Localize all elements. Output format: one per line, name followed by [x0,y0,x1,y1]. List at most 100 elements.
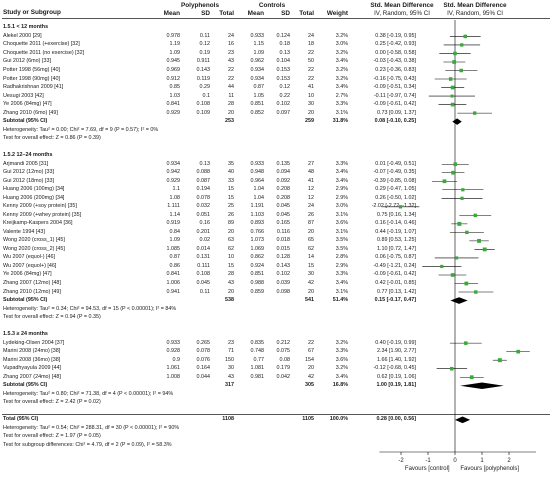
cell-m1: 0.978 [166,32,181,39]
cell-n2: 30 [308,271,314,278]
cell-w: 3.3% [335,271,348,278]
cell-ci: 0.15 [-0.17, 0.47] [374,297,416,304]
cell-w: 2.9% [335,262,348,269]
cell-m2: 0.835 [250,339,265,346]
cell-n2: 22 [308,75,314,82]
cell-ci: -0.39 [-0.85, 0.08] [373,177,416,184]
cell-n1: 20 [228,288,234,295]
study-name: Gui 2012 (12mo) [33] [3,169,54,176]
study-name: Potter 1998 (90mg) [40] [3,75,60,82]
study-header: Study or Subgroup [3,9,61,16]
cell-n2: 42 [308,280,314,286]
study-square [457,221,462,226]
total1-header: Total [219,10,234,17]
cell-n2: 48 [308,169,314,176]
cell-w: 3.5% [335,245,348,252]
cell-n2: 41 [308,84,314,91]
cell-n1: 30 [228,365,234,372]
study-square [453,51,457,56]
cell-m2: 0.933 [250,32,265,39]
cell-m1: 1.09 [169,49,181,56]
cell-n1: 15 [228,186,234,193]
cell-s2: 0.153 [276,67,291,73]
cell-n2: 22 [308,339,314,346]
study-square [473,111,477,115]
cell-s1: 0.111 [197,262,210,269]
cell-s2: 0.143 [276,262,291,269]
cell-w: 2.7% [335,92,348,99]
cell-w: 2.8% [335,254,348,261]
cell-n1: 44 [228,84,234,91]
cell-s1: 0.13 [199,160,211,167]
study-name: Gui 2012 (6mo) [33] [3,58,51,65]
study-name: Potter 1998 (56mg) [40] [3,67,60,73]
cell-n2: 154 [305,356,314,363]
study-name: Kenny 2009 (+whey protein) [35] [3,211,82,218]
cell-ci: 2.34 [1.90, 2.77] [377,348,416,355]
study-name: Wong 2020 (cross_1) [45] [3,237,65,244]
cell-s1: 0.032 [196,203,211,210]
cell-s2: 0.165 [276,220,291,227]
cell-s2: 0.039 [276,280,291,286]
cell-m2: 0.862 [250,254,265,261]
cell-ci: 0.01 [-0.49, 0.51] [375,160,416,167]
cell-w: 2.9% [335,194,348,201]
cell-s1: 0.911 [196,58,210,65]
cell-n1: 15 [228,194,234,201]
subtotal-label: Subtotal (95% CI) [3,297,48,304]
cell-n1: 26 [228,211,234,218]
cell-m1: 0.934 [166,160,181,167]
cell-ci: 1.10 [0.72, 1.47] [377,245,416,252]
cell-ci: 0.16 [-0.14, 0.46] [375,220,416,227]
study-square [482,247,487,252]
cell-ci: -0.07 [-0.49, 0.35] [373,169,416,176]
cell-ci: 0.62 [0.19, 1.06] [377,373,416,380]
study-square [465,230,469,235]
summary-diamond [452,118,462,125]
cell-n2: 14 [308,254,314,261]
cell-s2: 0.045 [276,211,291,218]
cell-n2: 24 [308,203,314,210]
cell-n2: 20 [308,228,314,235]
cell-m1: 0.928 [166,348,181,355]
cell-m2: 0.962 [250,58,265,65]
cell-ci: 0.89 [0.53, 1.25] [377,237,416,244]
cell-n2: 305 [305,382,314,389]
cell-w: 3.1% [335,288,348,295]
cell-s1: 0.051 [196,211,211,218]
subgroup-title: 1.5.2 12–24 months [3,152,53,159]
study-name: Vupadhyayula 2009 [44] [3,365,61,372]
cell-w: 3.5% [335,237,348,244]
cell-m2: 0.934 [250,75,265,82]
cell-m1: 0.841 [166,101,181,108]
cell-m1: 0.969 [166,67,181,73]
cell-w: 100.0% [329,416,348,423]
cell-m1: 0.929 [166,177,181,184]
cell-s2: 0.092 [276,177,291,184]
cell-ci: 0.73 [0.09, 1.37] [377,109,416,116]
cell-s2: 0.128 [276,254,291,261]
cell-w: 3.2% [335,75,348,82]
study-name: Zhang 2010 (6mo) [49] [3,109,58,116]
cell-s1: 0.109 [196,109,211,116]
cell-n1: 71 [228,348,234,355]
cell-ci: 0.00 [-0.58, 0.58] [375,49,416,56]
study-name: Zhang 2007 (12mo) [48] [3,280,61,286]
cell-w: 3.0% [335,203,348,210]
study-square [451,170,455,175]
cell-s1: 0.119 [196,75,210,82]
cell-n1: 43 [228,280,234,286]
cell-w: 3.4% [335,177,348,184]
study-name: Uesugi 2003 [42] [3,92,44,99]
cell-ci: -0.09 [-0.51, 0.34] [373,84,416,91]
cell-s2: 0.094 [276,169,291,176]
sd1-header: SD [201,10,210,17]
cell-w: 3.3% [335,348,348,355]
cell-s2: 0.18 [279,41,291,48]
subtotal-label: Subtotal (95% CI) [3,382,48,389]
cell-s2: 0.208 [276,186,291,193]
cell-m2: 0.77 [253,356,265,363]
study-square [450,102,455,107]
cell-s2: 0.179 [276,365,291,372]
cell-n1: 35 [228,160,234,167]
